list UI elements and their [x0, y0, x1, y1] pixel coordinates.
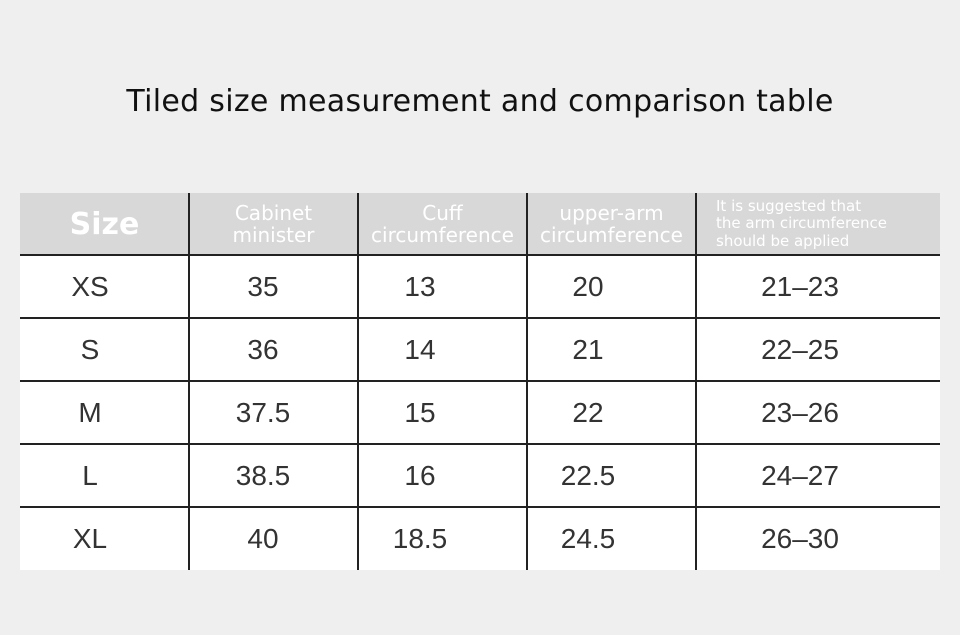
header-cell: Size [20, 193, 189, 255]
header-text: should be applied [716, 231, 850, 250]
table-cell: 18.5 [392, 522, 448, 554]
table-cell: 22–25 [761, 333, 839, 365]
table-cell: S [80, 333, 100, 365]
table-cell: 26–30 [761, 522, 839, 554]
column-divider [357, 193, 359, 570]
header-text: Cabinet [234, 201, 313, 225]
table-cell: 37.5 [235, 396, 291, 428]
table-cell: 40 [247, 522, 279, 554]
column-divider [188, 193, 190, 570]
table-cell: 15 [404, 396, 436, 428]
table-cell: 24.5 [560, 522, 616, 554]
table-cell: 24–27 [761, 459, 839, 491]
header-cell: Cuff circumference [358, 193, 527, 255]
table-cell: 22.5 [560, 459, 616, 491]
header-cell: Cabinet minister [189, 193, 358, 255]
header-text: upper-arm [559, 201, 664, 225]
title: Tiled size measurement and comparison ta… [126, 84, 834, 119]
header-cell: upper-arm circumference [527, 193, 696, 255]
row-divider [20, 317, 940, 319]
table-cell: 36 [247, 333, 279, 365]
header-text: the arm circumference [716, 214, 888, 233]
table-cell: 22 [572, 396, 604, 428]
size-table: Size Cabinet minister Cuff circumference uppe… [20, 193, 940, 570]
row-divider [20, 380, 940, 382]
table-cell: 21–23 [761, 270, 839, 302]
table-cell: 23–26 [761, 396, 839, 428]
header-text: Cuff [422, 201, 463, 225]
row-divider [20, 254, 940, 256]
header-text: circumference [540, 223, 683, 247]
table-cell: 20 [572, 270, 604, 302]
table-cell: 13 [404, 270, 436, 302]
header-cell: It is suggested that the arm circumferenc… [696, 193, 940, 255]
column-divider [695, 193, 697, 570]
row-divider [20, 506, 940, 508]
header-text: Size [69, 206, 140, 242]
table-cell: XS [71, 270, 109, 302]
table-cell: 14 [404, 333, 436, 365]
table-cell: 38.5 [235, 459, 291, 491]
table-cell: 21 [572, 333, 604, 365]
table-cell: M [78, 396, 102, 428]
table-cell: 16 [404, 459, 436, 491]
row-divider [20, 443, 940, 445]
header-text: It is suggested that [716, 197, 862, 216]
header-text: circumference [371, 223, 514, 247]
header-text: minister [232, 223, 315, 247]
table-cell: XL [72, 522, 108, 554]
table-cell: L [82, 459, 98, 491]
column-divider [526, 193, 528, 570]
table-cell: 35 [247, 270, 279, 302]
